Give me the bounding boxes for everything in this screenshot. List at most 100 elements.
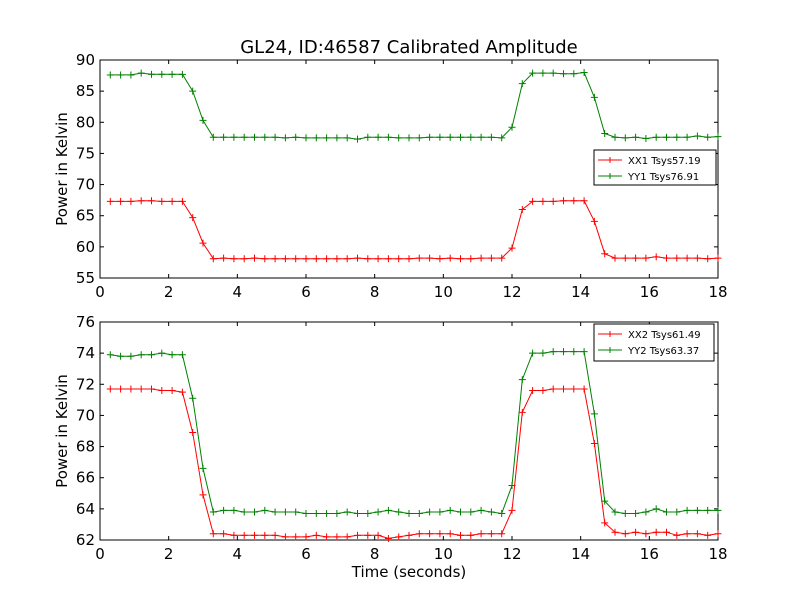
data-point [673,508,681,516]
data-point [477,530,485,538]
data-point [354,254,361,262]
data-point [405,510,413,518]
data-point [415,530,423,538]
x-tick-label: 0 [95,545,105,563]
data-point [220,506,228,514]
x-tick-label: 4 [233,283,243,301]
data-point [611,508,619,516]
data-point [178,388,186,396]
data-point [374,531,382,539]
y-tick-label: 60 [76,238,95,256]
data-point [199,116,207,124]
legend-label: YY1 Tsys76.91 [627,172,699,183]
data-point [220,530,228,538]
data-point [539,197,547,205]
data-point [220,133,228,141]
data-point [209,255,217,263]
data-point [663,508,670,516]
data-point [652,505,660,513]
data-point [446,506,454,514]
data-point [436,255,444,263]
data-point [704,133,712,141]
y-tick-label: 70 [76,176,95,194]
data-point [302,134,310,142]
x-axis-label: Time (seconds) [351,563,467,581]
data-point [436,530,444,538]
data-point [354,135,361,143]
data-point [405,531,413,539]
data-point [683,506,691,514]
data-point [261,506,269,514]
y-tick-label: 64 [76,500,95,518]
data-point [374,508,382,516]
data-point [343,508,351,516]
data-point [333,134,341,142]
data-point [467,531,475,539]
data-point [323,255,331,263]
data-point [642,530,650,538]
data-point [508,123,516,131]
data-point [261,255,269,263]
x-tick-label: 2 [164,545,174,563]
data-point [673,254,681,262]
data-point [343,533,351,541]
data-point [117,385,125,393]
data-point [240,508,248,516]
data-point [642,134,650,142]
data-point [302,510,310,518]
data-point [117,71,125,79]
data-point [601,497,609,505]
data-point [549,348,557,356]
data-point [281,533,289,541]
data-point [693,530,701,538]
data-point [189,214,197,222]
data-point [487,133,495,141]
data-point [199,464,207,472]
data-point [683,133,691,141]
data-point [230,506,238,514]
data-point [498,510,506,518]
data-point [601,129,609,137]
data-point [312,255,320,263]
data-point [302,255,310,263]
legend-marker [607,331,613,337]
y-tick-label: 62 [76,531,95,549]
data-point [467,508,475,516]
x-tick-label: 12 [502,545,521,563]
data-point [714,506,722,514]
data-point [240,133,248,141]
x-tick-label: 14 [571,545,590,563]
data-point [632,254,640,262]
data-point [384,255,392,263]
data-point [436,508,444,516]
data-point [704,255,712,263]
data-point [209,133,217,141]
y-tick-label: 70 [76,406,95,424]
data-point [601,250,609,258]
data-point [127,197,135,205]
data-point [580,197,588,205]
data-point [663,528,670,536]
data-point [384,506,392,514]
data-point [714,254,722,262]
x-tick-label: 12 [502,283,521,301]
data-point [457,508,464,516]
data-point [426,133,434,141]
data-point [467,133,475,141]
data-point [292,508,300,516]
data-point [261,133,269,141]
data-point [611,528,619,536]
data-point [560,348,567,356]
data-point [106,385,114,393]
data-point [704,506,712,514]
data-point [168,351,176,359]
data-point [199,239,207,247]
data-point [693,254,701,262]
data-point [364,255,372,263]
data-point [302,533,310,541]
data-point [137,69,145,77]
data-point [354,510,361,518]
data-point [570,385,578,393]
x-tick-label: 8 [370,283,380,301]
y-tick-label: 55 [76,269,95,287]
